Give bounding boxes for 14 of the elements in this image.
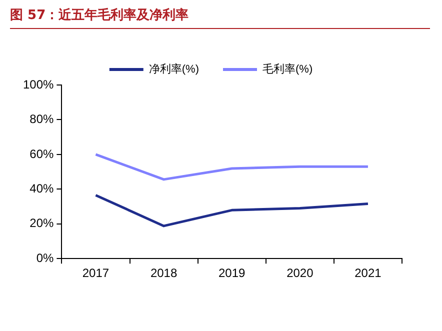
y-tick-label: 60% (30, 146, 54, 161)
y-tick-label: 40% (30, 181, 54, 196)
y-tick-label: 0% (36, 250, 54, 265)
x-tick-label: 2020 (286, 266, 314, 280)
y-tick-label: 100% (22, 77, 54, 92)
x-tick-label: 2019 (218, 266, 246, 280)
legend-label: 净利率(%) (148, 62, 199, 76)
y-tick-label: 80% (30, 112, 54, 126)
x-tick-label: 2017 (82, 266, 110, 280)
x-tick-label: 2021 (354, 266, 382, 280)
y-tick-label: 20% (30, 216, 54, 230)
legend-label: 毛利率(%) (262, 62, 313, 76)
chart-title: 图 57：近五年毛利率及净利率 (10, 6, 430, 29)
x-tick-label: 2018 (150, 266, 178, 280)
